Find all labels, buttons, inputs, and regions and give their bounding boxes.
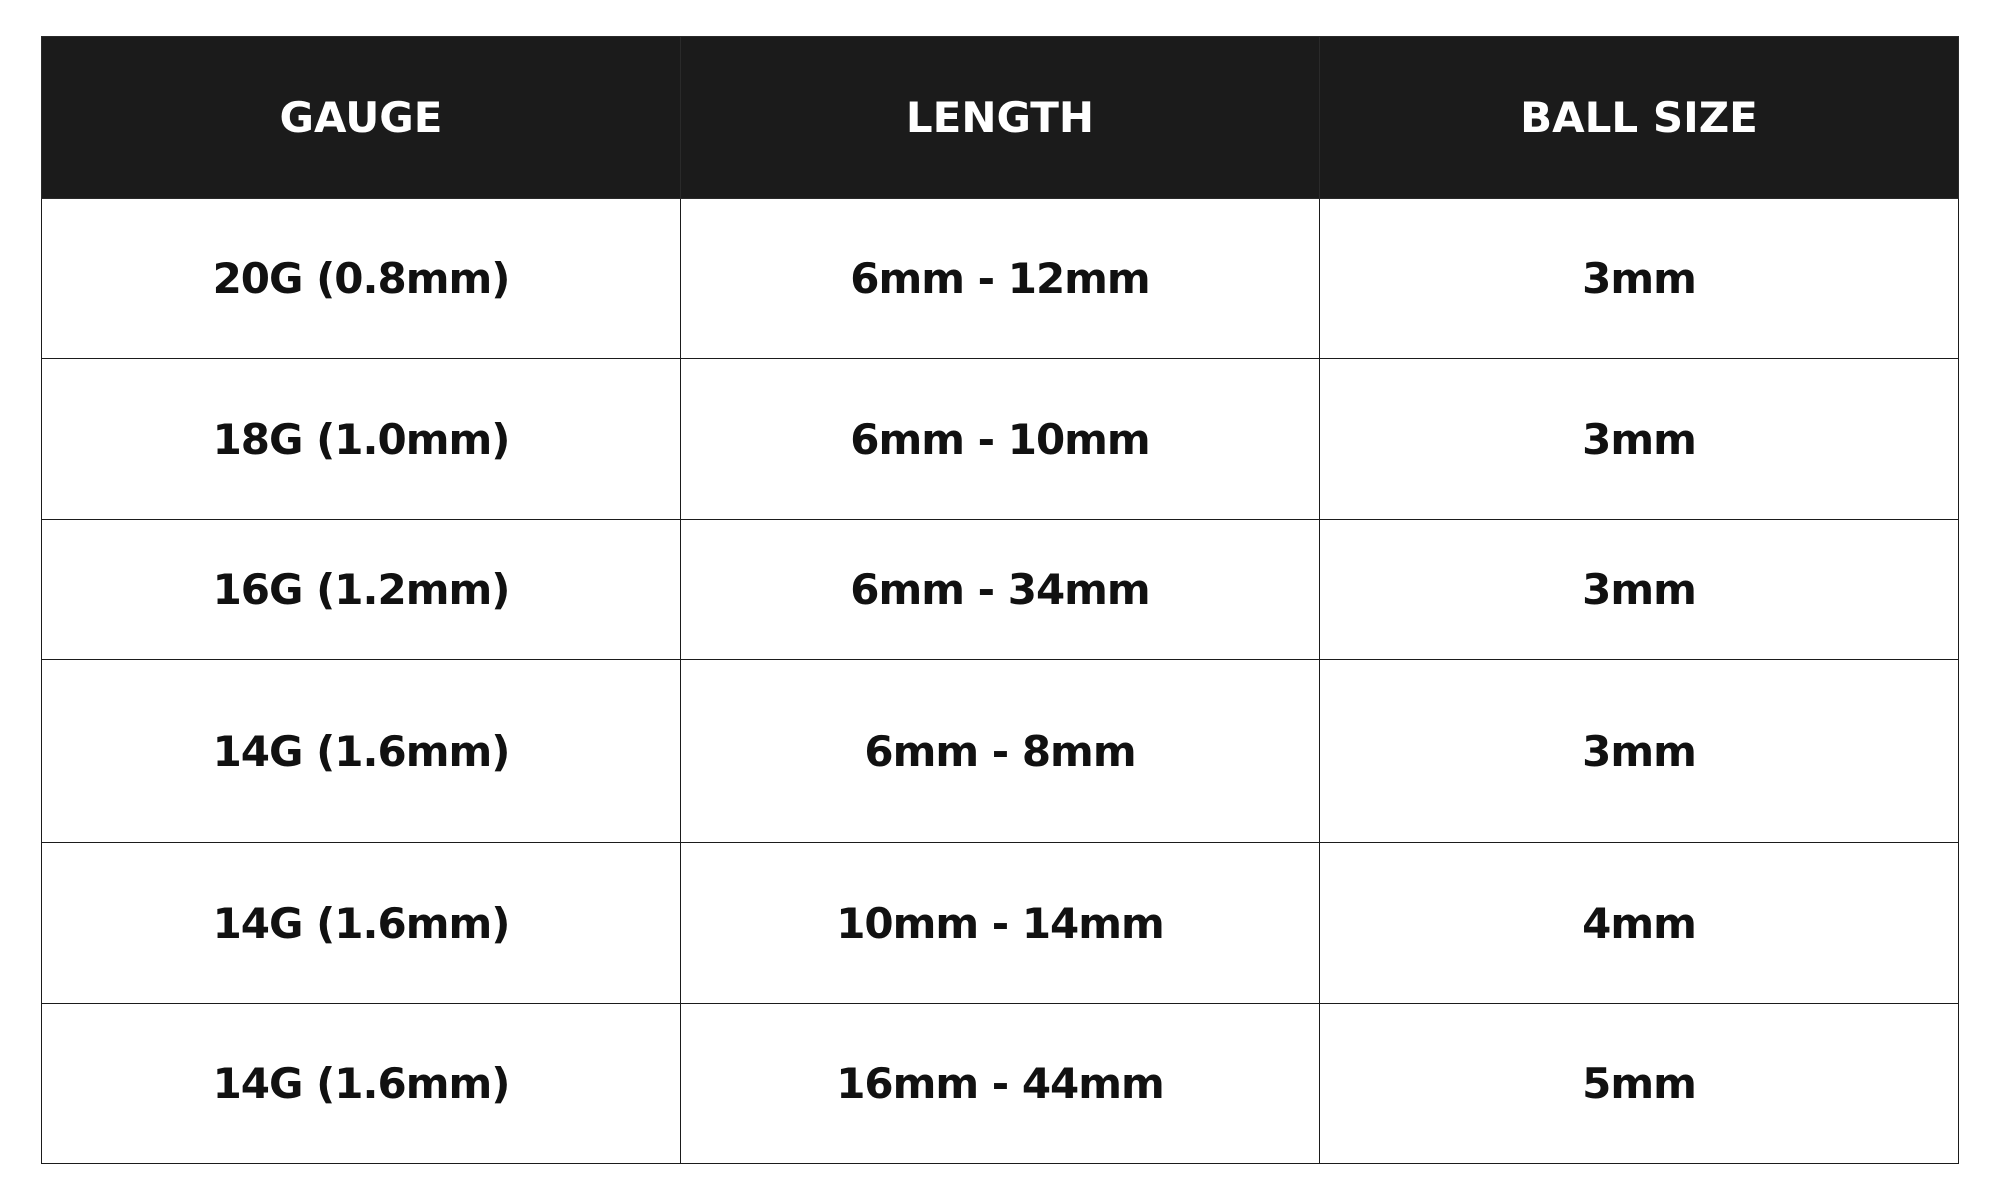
header-ball-size: BALL SIZE — [1319, 36, 1959, 199]
length-cell: 6mm - 10mm — [680, 358, 1320, 520]
gauge-cell: 18G (1.0mm) — [41, 358, 681, 520]
header-row: GAUGE LENGTH BALL SIZE — [41, 36, 1959, 199]
table-row: 16G (1.2mm) 6mm - 34mm 3mm — [41, 519, 1959, 660]
length-cell: 6mm - 12mm — [680, 198, 1320, 359]
ball-size-cell: 4mm — [1319, 842, 1959, 1004]
table-row: 20G (0.8mm) 6mm - 12mm 3mm — [41, 198, 1959, 359]
table-row: 14G (1.6mm) 6mm - 8mm 3mm — [41, 659, 1959, 843]
table-row: 14G (1.6mm) 10mm - 14mm 4mm — [41, 842, 1959, 1004]
header-gauge: GAUGE — [41, 36, 681, 199]
gauge-cell: 14G (1.6mm) — [41, 659, 681, 843]
gauge-cell: 14G (1.6mm) — [41, 842, 681, 1004]
table-row: 14G (1.6mm) 16mm - 44mm 5mm — [41, 1003, 1959, 1164]
length-cell: 6mm - 34mm — [680, 519, 1320, 660]
length-cell: 6mm - 8mm — [680, 659, 1320, 843]
gauge-cell: 16G (1.2mm) — [41, 519, 681, 660]
length-cell: 10mm - 14mm — [680, 842, 1320, 1004]
ball-size-cell: 3mm — [1319, 358, 1959, 520]
table-row: 18G (1.0mm) 6mm - 10mm 3mm — [41, 358, 1959, 520]
ball-size-cell: 3mm — [1319, 659, 1959, 843]
gauge-cell: 20G (0.8mm) — [41, 198, 681, 359]
gauge-cell: 14G (1.6mm) — [41, 1003, 681, 1164]
ball-size-cell: 5mm — [1319, 1003, 1959, 1164]
length-cell: 16mm - 44mm — [680, 1003, 1320, 1164]
header-length: LENGTH — [680, 36, 1320, 199]
size-chart-table: GAUGE LENGTH BALL SIZE 20G (0.8mm) 6mm -… — [41, 36, 1959, 1164]
ball-size-cell: 3mm — [1319, 519, 1959, 660]
ball-size-cell: 3mm — [1319, 198, 1959, 359]
